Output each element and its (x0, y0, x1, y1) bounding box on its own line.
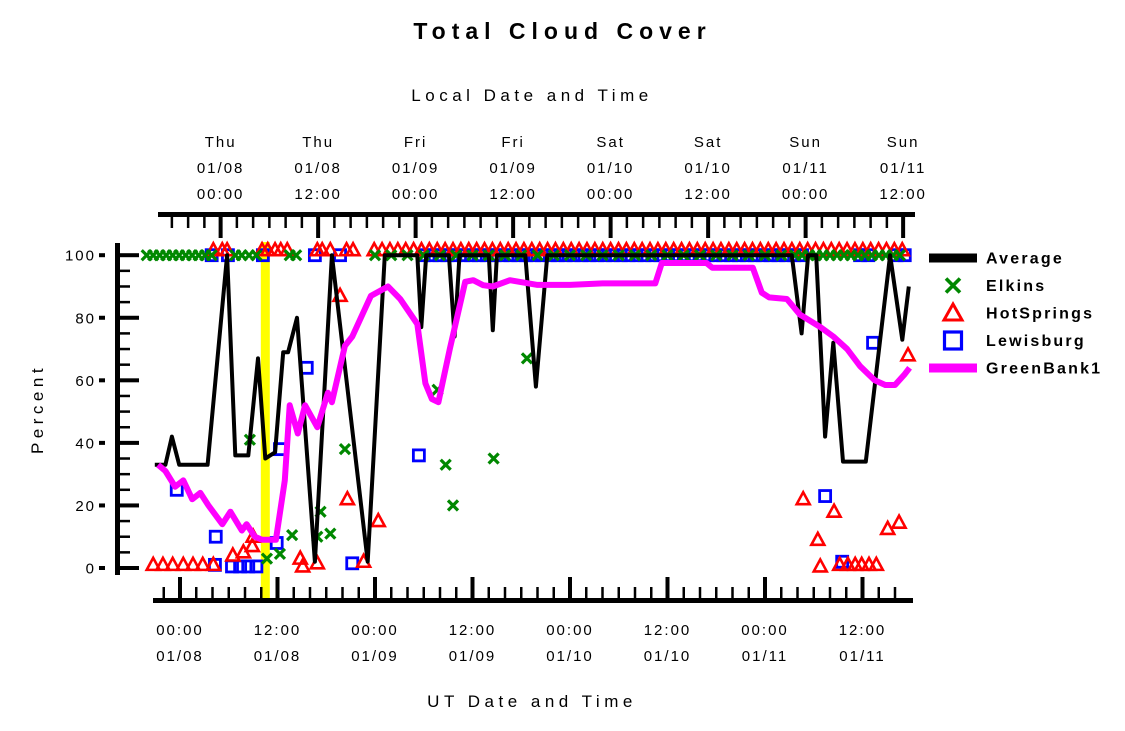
legend-label: HotSprings (986, 306, 1094, 323)
chart-title: Total Cloud Cover (413, 18, 712, 44)
tick-label: 01/08 (197, 160, 245, 177)
tick-label: 60 (75, 373, 96, 390)
tick-label: 12:00 (684, 186, 732, 203)
yellow-marker-band (260, 242, 270, 598)
series-elkins (140, 249, 907, 565)
legend-item-average: Average (929, 251, 1064, 268)
tick-label: 01/09 (489, 160, 537, 177)
tick-label: 12:00 (254, 622, 302, 639)
tick-label: 12:00 (839, 622, 887, 639)
tick-label: 12:00 (449, 622, 497, 639)
tick-label: Fri (404, 134, 428, 151)
top-axis-title: Local Date and Time (411, 86, 653, 105)
tick-label: 01/08 (254, 648, 302, 665)
tick-label: 01/10 (546, 648, 594, 665)
tick-label: 00:00 (197, 186, 245, 203)
legend-item-hotsprings: HotSprings (941, 300, 1094, 323)
legend-label: GreenBank1 (986, 361, 1102, 378)
tick-label: 01/11 (880, 160, 926, 177)
tick-label: 00:00 (546, 622, 594, 639)
series-greenbank1 (156, 260, 912, 543)
tick-label: Sat (694, 134, 723, 151)
tick-label: 01/09 (449, 648, 497, 665)
axes: 0 20 40 60 80 100 00:00 01/08 12:00 01/08 00:00 01/… (65, 134, 927, 665)
tick-label: 80 (75, 310, 96, 327)
bottom-axis-title: UT Date and Time (427, 692, 637, 711)
tick-label: 12:00 (644, 622, 692, 639)
legend-label: Lewisburg (986, 333, 1086, 350)
tick-label: Thu (205, 134, 237, 151)
average-line (154, 253, 911, 564)
tick-label: 01/10 (587, 160, 635, 177)
legend-item-lewisburg: Lewisburg (942, 330, 1086, 351)
legend-item-elkins: Elkins (944, 277, 1046, 295)
legend: Average Elkins HotSprings Lewisburg GreenBan… (929, 251, 1102, 378)
tick-label: 01/10 (644, 648, 692, 665)
legend-swatch-square-icon (942, 330, 964, 351)
series-average (154, 253, 911, 564)
legend-label: Average (986, 251, 1064, 268)
tick-label: 00:00 (782, 186, 830, 203)
event-time-marker (260, 242, 270, 598)
tick-label: 01/08 (294, 160, 342, 177)
tick-label: 00:00 (392, 186, 440, 203)
series-lewisburg (169, 248, 912, 574)
tick-label: 01/08 (156, 648, 204, 665)
legend-swatch-line (929, 253, 977, 263)
legend-swatch-x-icon (944, 277, 962, 294)
tick-label: 00:00 (156, 622, 204, 639)
legend-swatch-line (929, 363, 977, 373)
tick-label: 01/11 (839, 648, 885, 665)
tick-label: 100 (65, 248, 96, 265)
tick-label: 01/09 (351, 648, 399, 665)
tick-label: Sat (596, 134, 625, 151)
greenbank1-line (156, 260, 912, 543)
tick-label: 12:00 (879, 186, 927, 203)
tick-label: Sun (789, 134, 822, 151)
tick-label: Thu (302, 134, 334, 151)
tick-label: 00:00 (741, 622, 789, 639)
tick-label: 0 (86, 561, 96, 578)
tick-label: 40 (75, 435, 96, 452)
legend-swatch-triangle-icon (941, 300, 965, 322)
tick-label: 20 (75, 498, 96, 515)
tick-label: 12:00 (294, 186, 342, 203)
tick-label: 12:00 (489, 186, 537, 203)
tick-label: 01/09 (392, 160, 440, 177)
tick-label: Fri (501, 134, 525, 151)
legend-item-greenbank1: GreenBank1 (929, 361, 1102, 378)
tick-label: 00:00 (351, 622, 399, 639)
tick-label: 01/11 (742, 648, 788, 665)
tick-label: 01/10 (684, 160, 732, 177)
tick-label: Sun (887, 134, 920, 151)
tick-label: 00:00 (587, 186, 635, 203)
y-axis-title: Percent (28, 363, 47, 455)
tick-label: 01/11 (782, 160, 828, 177)
legend-label: Elkins (986, 278, 1046, 295)
